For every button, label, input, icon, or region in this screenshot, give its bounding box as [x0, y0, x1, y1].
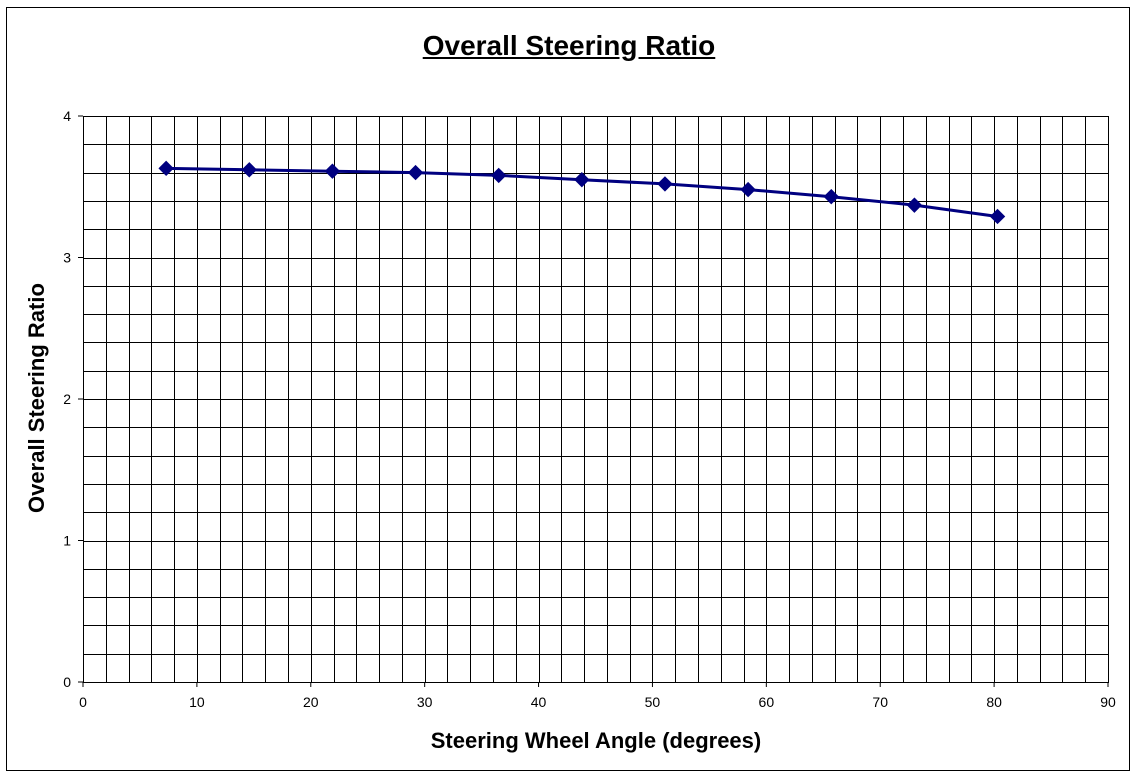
data-point-marker: [490, 167, 507, 184]
data-point-marker: [657, 176, 673, 192]
x-tick-label: 10: [189, 694, 205, 710]
data-point-marker: [407, 164, 424, 181]
x-tick-label: 80: [986, 694, 1002, 710]
x-tick-label: 50: [645, 694, 661, 710]
x-tick-label: 90: [1100, 694, 1116, 710]
x-tick-label: 20: [303, 694, 319, 710]
tick-labels: 0 10 20 30 40 50 60 70 80 90 0 1 2 3 4: [63, 108, 1116, 710]
y-tick-label: 1: [63, 533, 71, 549]
y-tick-label: 4: [63, 108, 71, 124]
x-tick-label: 70: [872, 694, 888, 710]
y-tick-label: 2: [63, 391, 71, 407]
x-tick-label: 40: [531, 694, 547, 710]
y-tick-label: 3: [63, 250, 71, 266]
x-tick-label: 30: [417, 694, 433, 710]
plot-area-border: [83, 116, 1109, 683]
data-point-marker: [740, 181, 756, 198]
data-point-marker: [324, 163, 341, 179]
data-point-marker: [989, 208, 1006, 225]
data-point-marker: [241, 162, 257, 178]
data-point-marker: [158, 160, 174, 177]
axes: [78, 115, 1109, 687]
grid-lines: [83, 116, 1109, 683]
x-tick-label: 0: [79, 694, 87, 710]
y-tick-label: 0: [63, 674, 71, 690]
chart-title: Overall Steering Ratio: [422, 30, 716, 61]
data-point-marker: [574, 171, 590, 188]
x-tick-label: 60: [759, 694, 775, 710]
x-axis-label: Steering Wheel Angle (degrees): [430, 728, 762, 753]
data-point-marker: [906, 197, 923, 213]
data-point-marker: [823, 188, 839, 205]
series-layer: [158, 160, 1006, 225]
chart-frame: [6, 7, 1130, 771]
